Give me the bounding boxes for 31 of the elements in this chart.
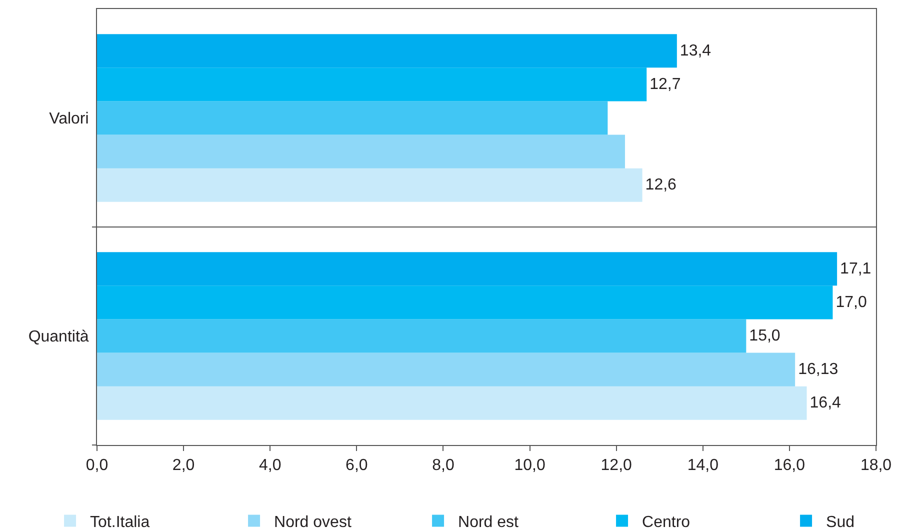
data-label: 15,0: [749, 328, 780, 344]
data-label: 12,6: [645, 176, 677, 194]
data-label: 17,0: [836, 294, 867, 311]
data-label: 16,13: [798, 361, 838, 378]
legend-label: Centro: [642, 514, 690, 531]
x-tick-label: 16,0: [774, 457, 806, 474]
x-tick-label: 8,0: [432, 457, 454, 474]
bar: [97, 101, 608, 135]
legend-label: Nord est: [458, 514, 520, 531]
data-label: 17,1: [840, 260, 872, 278]
legend-label: Nord ovest: [274, 514, 352, 531]
data-label: 13,4: [680, 42, 712, 60]
y-tick-label: Quantità: [28, 328, 89, 346]
x-tick-label: 6,0: [346, 457, 368, 474]
x-tick-label: 0,0: [86, 457, 108, 474]
x-tick-label: 4,0: [258, 457, 282, 474]
x-tick-label: 10,0: [514, 457, 546, 474]
data-label: 12,7: [650, 76, 681, 93]
bar: [97, 386, 807, 420]
x-tick-label: 14,0: [687, 457, 719, 474]
bar: [97, 352, 796, 386]
y-tick-label: Valori: [49, 110, 89, 128]
x-tick-label: 2,0: [172, 457, 195, 474]
legend-label: Tot.Italia: [90, 514, 150, 531]
x-tick-label: 12,0: [600, 457, 632, 474]
x-tick-label: 18,0: [860, 457, 892, 474]
bar: [97, 134, 625, 168]
data-label: 16,4: [810, 394, 841, 412]
bar: [97, 319, 746, 353]
legend-label: Sud: [826, 514, 854, 531]
bar: [97, 168, 642, 202]
